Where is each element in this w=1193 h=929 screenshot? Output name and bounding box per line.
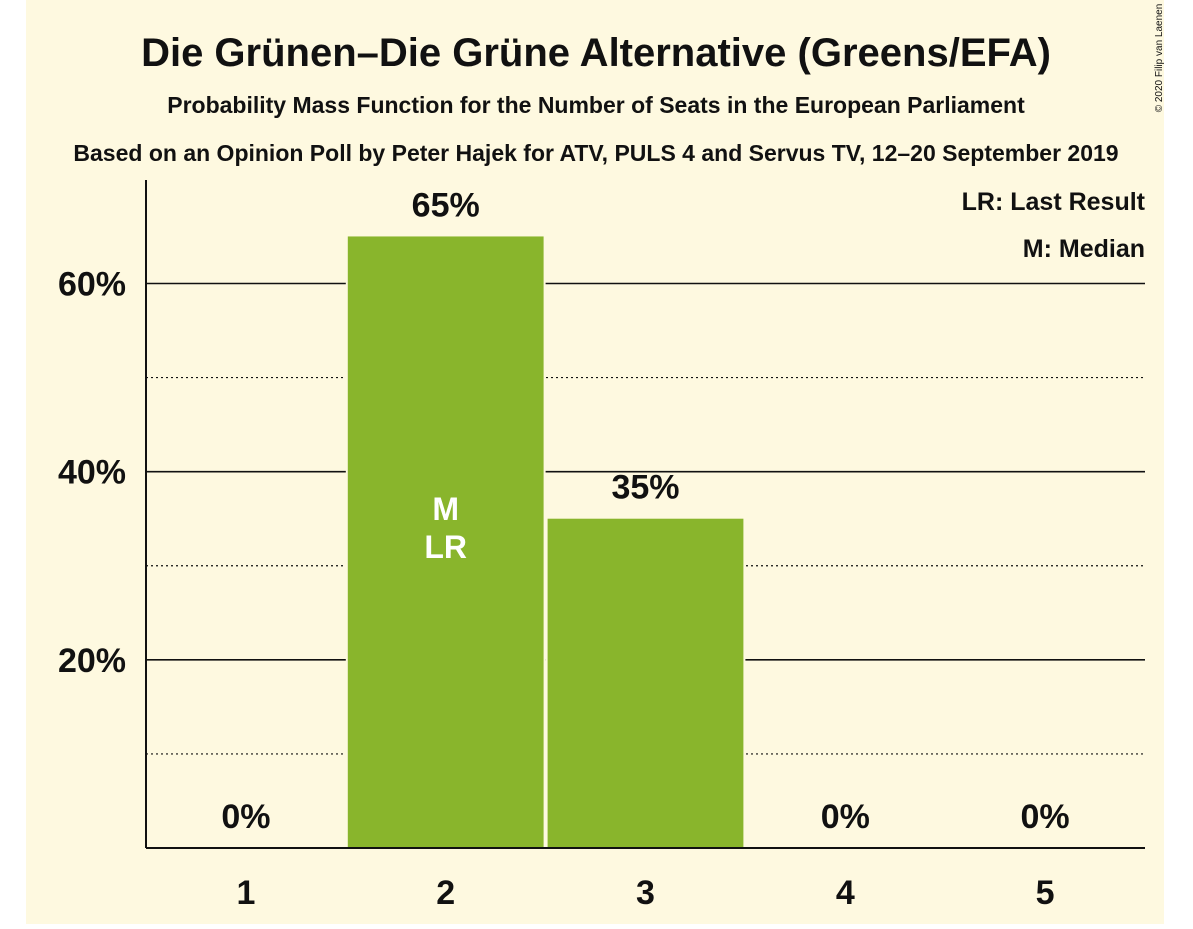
x-tick-label: 4: [836, 874, 855, 912]
chart-subtitle: Probability Mass Function for the Number…: [167, 92, 1025, 118]
legend-median: M: Median: [1023, 235, 1145, 263]
chart-title: Die Grünen–Die Grüne Alternative (Greens…: [141, 31, 1051, 75]
y-tick-label: 60%: [58, 265, 126, 303]
legend-last-result: LR: Last Result: [962, 188, 1146, 216]
bar-value-label: 0%: [821, 798, 870, 836]
bars-layer: [345, 236, 746, 849]
bar-value-label: 35%: [611, 469, 679, 507]
chart-source-line: Based on an Opinion Poll by Peter Hajek …: [73, 140, 1118, 166]
copyright-text: © 2020 Filip van Laenen: [1154, 4, 1165, 113]
x-tick-label: 1: [236, 874, 255, 912]
bar-value-label: 0%: [221, 798, 270, 836]
bar: [347, 236, 544, 849]
y-tick-label: 20%: [58, 642, 126, 680]
x-tick-label: 5: [1036, 874, 1055, 912]
bar-marker-label: LR: [424, 529, 467, 565]
bar-marker-label: M: [432, 491, 459, 527]
y-tick-label: 40%: [58, 454, 126, 492]
x-tick-label: 2: [436, 874, 455, 912]
bar-value-label: 0%: [1021, 798, 1070, 836]
x-tick-label: 3: [636, 874, 655, 912]
bar: [547, 518, 744, 848]
bar-value-label: 65%: [412, 186, 480, 224]
